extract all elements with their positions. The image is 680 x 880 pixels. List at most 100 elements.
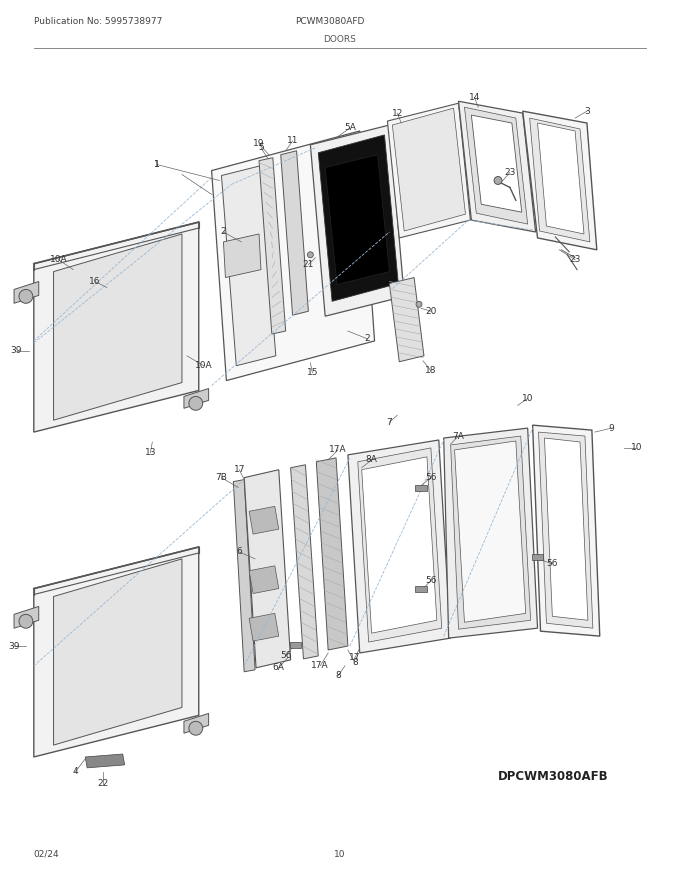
Text: 12: 12: [392, 108, 403, 118]
Text: 4: 4: [73, 767, 78, 776]
Polygon shape: [290, 642, 301, 648]
Polygon shape: [523, 111, 597, 250]
Polygon shape: [348, 440, 451, 653]
Polygon shape: [249, 506, 279, 534]
Text: PCWM3080AFD: PCWM3080AFD: [296, 18, 365, 26]
Text: 8: 8: [352, 658, 358, 667]
Polygon shape: [415, 485, 427, 490]
Polygon shape: [415, 585, 427, 591]
Text: 2: 2: [220, 228, 226, 237]
Polygon shape: [539, 432, 593, 628]
Polygon shape: [85, 754, 124, 768]
Text: 19: 19: [253, 139, 265, 149]
Polygon shape: [532, 554, 543, 560]
Text: 02/24: 02/24: [34, 849, 59, 859]
Text: 17: 17: [349, 654, 360, 663]
Polygon shape: [54, 234, 182, 420]
Text: 21: 21: [303, 260, 314, 269]
Polygon shape: [390, 277, 424, 362]
Polygon shape: [54, 559, 182, 745]
Polygon shape: [244, 470, 290, 668]
Text: 10A: 10A: [195, 361, 213, 370]
Polygon shape: [530, 118, 590, 242]
Text: 7A: 7A: [453, 431, 464, 441]
Text: Publication No: 5995738977: Publication No: 5995738977: [34, 18, 162, 26]
Text: 14: 14: [469, 92, 480, 102]
Text: 7: 7: [386, 418, 392, 427]
Text: DOORS: DOORS: [324, 35, 356, 44]
Text: 10A: 10A: [50, 255, 67, 264]
Polygon shape: [290, 465, 318, 659]
Circle shape: [19, 614, 33, 628]
Text: 17: 17: [233, 466, 245, 474]
Polygon shape: [392, 108, 465, 231]
Polygon shape: [249, 613, 279, 641]
Text: 6: 6: [237, 547, 242, 556]
Text: 15: 15: [307, 368, 318, 378]
Polygon shape: [259, 158, 286, 334]
Text: 10: 10: [335, 849, 345, 859]
Text: 6A: 6A: [273, 664, 285, 672]
Polygon shape: [184, 388, 209, 408]
Text: 18: 18: [425, 366, 437, 375]
Polygon shape: [14, 282, 39, 304]
Circle shape: [189, 396, 203, 410]
Polygon shape: [14, 606, 39, 628]
Polygon shape: [454, 441, 526, 622]
Polygon shape: [316, 458, 348, 650]
Polygon shape: [444, 428, 538, 638]
Circle shape: [416, 301, 422, 307]
Polygon shape: [545, 438, 588, 620]
Text: 56: 56: [425, 473, 437, 482]
Polygon shape: [233, 480, 255, 671]
Text: DPCWM3080AFB: DPCWM3080AFB: [498, 770, 609, 783]
Circle shape: [189, 722, 203, 735]
Text: 8A: 8A: [366, 455, 377, 465]
Polygon shape: [34, 222, 199, 432]
Circle shape: [494, 177, 502, 185]
Polygon shape: [388, 103, 471, 238]
Text: 23: 23: [504, 168, 515, 177]
Text: 10: 10: [522, 394, 533, 403]
Text: 39: 39: [10, 347, 22, 356]
Polygon shape: [281, 150, 309, 315]
Polygon shape: [34, 547, 199, 757]
Polygon shape: [318, 135, 398, 301]
Text: 17A: 17A: [329, 445, 347, 454]
Circle shape: [19, 290, 33, 304]
Text: 1: 1: [154, 160, 160, 169]
Polygon shape: [325, 155, 390, 284]
Polygon shape: [358, 448, 442, 642]
Polygon shape: [471, 115, 522, 212]
Text: 56: 56: [280, 651, 292, 660]
Text: 16: 16: [89, 277, 101, 286]
Polygon shape: [222, 165, 276, 366]
Text: 5: 5: [258, 143, 264, 152]
Text: 10: 10: [630, 444, 642, 452]
Polygon shape: [184, 714, 209, 733]
Text: 23: 23: [569, 255, 581, 264]
Circle shape: [307, 252, 313, 258]
Polygon shape: [249, 566, 279, 593]
Text: 8: 8: [335, 671, 341, 680]
Text: 20: 20: [425, 307, 437, 316]
Text: 2: 2: [365, 334, 371, 343]
Text: 9: 9: [609, 423, 615, 433]
Text: 11: 11: [287, 136, 299, 145]
Text: 7B: 7B: [216, 473, 227, 482]
Polygon shape: [451, 436, 530, 629]
Polygon shape: [532, 425, 600, 636]
Text: 56: 56: [547, 560, 558, 568]
Polygon shape: [464, 107, 528, 224]
Polygon shape: [224, 234, 261, 277]
Polygon shape: [211, 131, 375, 380]
Text: 1: 1: [154, 160, 160, 169]
Polygon shape: [458, 101, 536, 232]
Text: 22: 22: [97, 779, 109, 788]
Polygon shape: [310, 125, 404, 316]
Polygon shape: [538, 123, 584, 234]
Text: 17A: 17A: [311, 662, 329, 671]
Text: 5A: 5A: [344, 123, 356, 133]
Text: 39: 39: [8, 642, 20, 650]
Text: 3: 3: [584, 106, 590, 115]
